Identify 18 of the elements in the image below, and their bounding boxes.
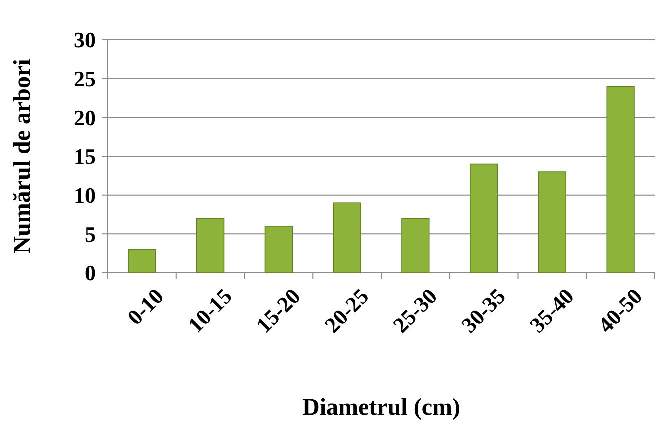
y-tick-label: 0 <box>85 260 96 286</box>
bar <box>402 218 430 274</box>
y-tick-label: 15 <box>74 144 96 170</box>
y-tick-label: 30 <box>74 28 96 53</box>
bar <box>128 249 156 274</box>
y-tick-label: 25 <box>74 66 96 92</box>
y-axis-title: Numărul de arbori <box>10 58 36 254</box>
bar <box>264 226 294 274</box>
bar <box>606 86 635 274</box>
x-tick-label: 0-10 <box>122 284 169 330</box>
bar <box>538 172 567 274</box>
y-tick-label: 10 <box>74 183 96 208</box>
x-axis-title: Diametrul (cm) <box>302 395 460 421</box>
bar <box>333 202 362 274</box>
y-tick-label: 20 <box>74 105 96 130</box>
bar <box>470 164 498 274</box>
bar <box>196 218 225 274</box>
y-tick-label: 5 <box>85 222 96 247</box>
